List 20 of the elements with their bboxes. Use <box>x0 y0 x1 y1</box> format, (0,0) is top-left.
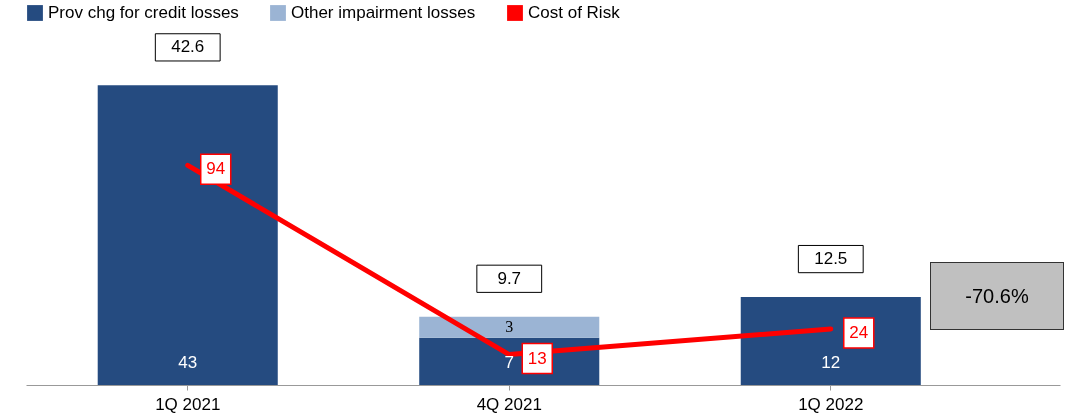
legend-label: Prov chg for credit losses <box>48 3 239 22</box>
data-label: 94 <box>206 159 226 179</box>
legend-label: Other impairment losses <box>291 3 476 22</box>
data-label: 7 <box>504 353 514 372</box>
x-tick-label: 1Q 2022 <box>798 394 864 414</box>
total-label: 9.7 <box>497 268 522 288</box>
note-box: -70.6% <box>930 262 1064 330</box>
total-label: 42.6 <box>171 37 205 57</box>
x-tick-label: 4Q 2021 <box>476 394 542 414</box>
bar <box>740 297 921 385</box>
data-label: 3 <box>505 318 514 336</box>
bar <box>97 85 278 385</box>
x-tick-label: 1Q 2021 <box>155 394 221 414</box>
data-label: 12 <box>821 353 841 372</box>
data-label: 13 <box>527 348 547 368</box>
bar <box>419 316 600 338</box>
data-label: 24 <box>849 322 869 342</box>
total-label: 12.5 <box>814 249 848 269</box>
legend-label: Cost of Risk <box>528 3 621 22</box>
data-label: 43 <box>178 353 198 372</box>
